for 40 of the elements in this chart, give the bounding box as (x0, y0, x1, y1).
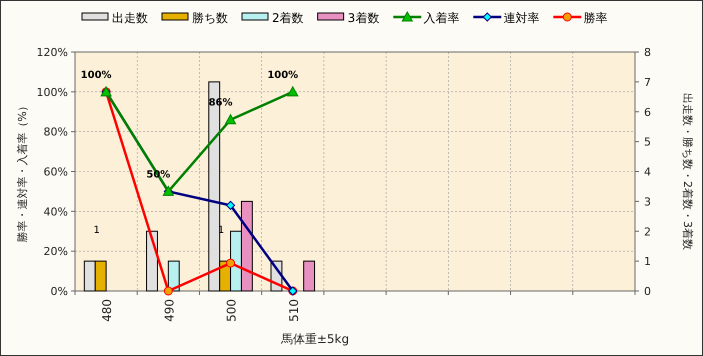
data-label: 1 (93, 225, 100, 236)
legend-label: 勝率 (583, 11, 608, 25)
y2-tick-label: 6 (644, 106, 651, 119)
x-tick-label: 500 (224, 299, 239, 322)
x-axis-title: 馬体重±5kg (280, 332, 350, 346)
legend-label: 連対率 (503, 11, 540, 25)
y-tick-label: 60% (44, 166, 68, 178)
legend-label: 勝ち数 (192, 11, 228, 25)
point (225, 114, 236, 124)
y-tick-label: 80% (44, 126, 68, 139)
y-tick-label: 20% (44, 245, 68, 258)
y-axis-title: 勝率・連対率・入着率（%） (16, 100, 29, 243)
point (164, 286, 173, 296)
y-tick-label: 120% (36, 46, 68, 59)
legend-label: 出走数 (112, 11, 148, 25)
legend-label: 3着数 (348, 11, 380, 25)
data-label: 100% (80, 70, 112, 81)
y2-tick-label: 0 (644, 285, 651, 298)
y2-tick-label: 7 (644, 76, 651, 89)
bar (146, 230, 158, 292)
y-tick-label: 40% (44, 205, 68, 218)
bar (303, 260, 316, 292)
x-tick-label: 480 (100, 299, 114, 322)
x-tick-label: 490 (162, 299, 176, 322)
y2-tick-label: 8 (644, 46, 651, 59)
y2-tick-label: 5 (644, 136, 651, 149)
y2-tick-label: 3 (644, 195, 651, 208)
data-label: 100% (267, 70, 298, 81)
y2-tick-label: 4 (644, 166, 651, 178)
point (226, 258, 236, 268)
point (287, 86, 298, 96)
y-tick-label: 0% (50, 285, 68, 298)
point (226, 200, 236, 210)
y2-tick-label: 2 (644, 225, 651, 238)
y2-tick-label: 1 (644, 255, 651, 268)
legend-label: 2着数 (272, 11, 304, 25)
y-tick-label: 100% (36, 86, 68, 99)
x-tick-label: 510 (286, 299, 301, 322)
legend-label: 入着率 (423, 11, 460, 25)
y2-axis-title: 出走数・勝ち数・2着数・3着数 (681, 93, 694, 250)
